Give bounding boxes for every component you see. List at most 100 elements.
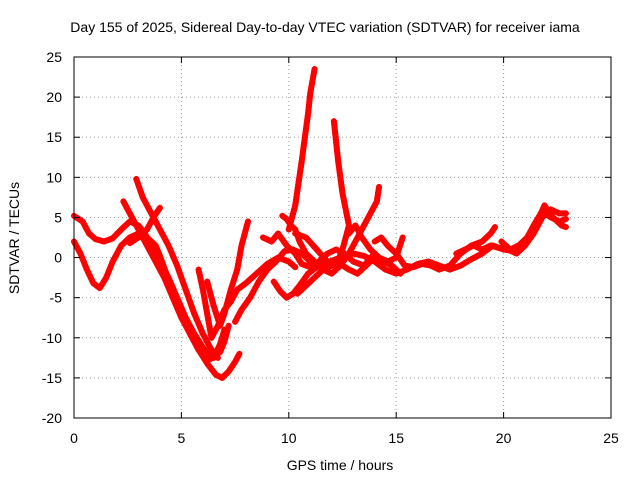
data-point bbox=[342, 234, 349, 241]
data-point bbox=[177, 311, 184, 318]
data-point bbox=[456, 249, 463, 256]
data-point bbox=[161, 274, 168, 281]
data-point bbox=[175, 308, 182, 315]
data-point bbox=[185, 294, 192, 301]
data-point bbox=[376, 254, 383, 261]
data-point bbox=[173, 303, 180, 310]
data-point bbox=[171, 297, 178, 304]
data-point bbox=[217, 322, 224, 329]
data-point bbox=[535, 216, 542, 223]
data-point bbox=[382, 266, 389, 273]
data-point bbox=[487, 242, 494, 249]
data-point bbox=[208, 293, 215, 300]
series-sat-g bbox=[204, 218, 251, 329]
data-point bbox=[204, 278, 211, 285]
data-point bbox=[134, 178, 141, 185]
x-tick-label: 15 bbox=[388, 430, 404, 446]
data-point bbox=[536, 213, 543, 220]
data-point bbox=[210, 302, 217, 309]
data-point bbox=[154, 247, 161, 254]
data-point bbox=[192, 313, 199, 320]
data-point bbox=[220, 329, 227, 336]
data-point bbox=[85, 269, 92, 276]
data-point bbox=[221, 310, 228, 317]
data-point bbox=[481, 245, 488, 252]
data-point bbox=[438, 265, 445, 272]
data-point bbox=[159, 258, 166, 265]
data-point bbox=[171, 256, 178, 263]
data-point bbox=[397, 240, 404, 247]
data-point bbox=[211, 305, 218, 312]
data-point bbox=[92, 236, 99, 243]
data-point bbox=[350, 258, 357, 265]
data-point bbox=[330, 247, 337, 254]
data-point bbox=[174, 306, 181, 313]
data-point bbox=[197, 275, 204, 282]
data-point bbox=[413, 263, 420, 270]
data-point bbox=[395, 245, 402, 252]
data-point bbox=[512, 243, 519, 250]
data-point bbox=[184, 291, 191, 298]
data-point bbox=[157, 255, 164, 262]
data-point bbox=[401, 267, 408, 274]
data-point bbox=[509, 245, 516, 252]
data-point bbox=[196, 322, 203, 329]
data-point bbox=[300, 233, 307, 240]
data-point bbox=[390, 255, 397, 262]
data-point bbox=[225, 322, 232, 329]
data-point bbox=[238, 242, 245, 249]
data-point bbox=[198, 327, 205, 334]
data-point bbox=[213, 311, 220, 318]
data-point bbox=[398, 237, 405, 244]
data-point bbox=[285, 226, 292, 233]
data-point bbox=[169, 294, 176, 301]
data-point bbox=[195, 266, 202, 273]
y-tick-label: 10 bbox=[46, 169, 62, 185]
data-point bbox=[174, 262, 181, 269]
data-point bbox=[198, 280, 205, 287]
data-point bbox=[436, 266, 443, 273]
data-point bbox=[108, 261, 115, 268]
data-point bbox=[107, 263, 114, 270]
data-point bbox=[311, 66, 318, 73]
data-point bbox=[433, 265, 440, 272]
data-point bbox=[126, 234, 133, 241]
data-point bbox=[338, 249, 345, 256]
data-point bbox=[227, 286, 234, 293]
data-layer bbox=[71, 66, 569, 381]
data-point bbox=[177, 273, 184, 280]
data-point bbox=[330, 118, 337, 125]
data-point bbox=[207, 290, 214, 297]
data-point bbox=[182, 286, 189, 293]
data-point bbox=[80, 258, 87, 265]
y-tick-label: 20 bbox=[46, 89, 62, 105]
data-point bbox=[133, 175, 140, 182]
data-point bbox=[212, 371, 219, 378]
data-point bbox=[136, 183, 143, 190]
data-point bbox=[453, 250, 460, 257]
data-point bbox=[209, 299, 216, 306]
data-point bbox=[476, 239, 483, 246]
data-point bbox=[81, 261, 88, 268]
data-point bbox=[358, 252, 365, 259]
data-point bbox=[325, 269, 332, 276]
data-point bbox=[378, 255, 385, 262]
data-point bbox=[290, 208, 297, 215]
y-tick-label: -20 bbox=[42, 410, 62, 426]
data-point bbox=[283, 257, 290, 264]
data-point bbox=[155, 250, 162, 257]
data-point bbox=[186, 297, 193, 304]
data-point bbox=[172, 300, 179, 307]
data-point bbox=[323, 265, 330, 272]
data-point bbox=[286, 223, 293, 230]
data-point bbox=[135, 181, 142, 188]
data-point bbox=[232, 272, 239, 279]
x-tick-label: 10 bbox=[281, 430, 297, 446]
data-point bbox=[348, 267, 355, 274]
data-point bbox=[137, 189, 144, 196]
series-sat-l bbox=[285, 66, 318, 233]
data-point bbox=[169, 251, 176, 258]
data-point bbox=[242, 229, 249, 236]
data-point bbox=[239, 239, 246, 246]
y-tick-label: 5 bbox=[54, 209, 62, 225]
